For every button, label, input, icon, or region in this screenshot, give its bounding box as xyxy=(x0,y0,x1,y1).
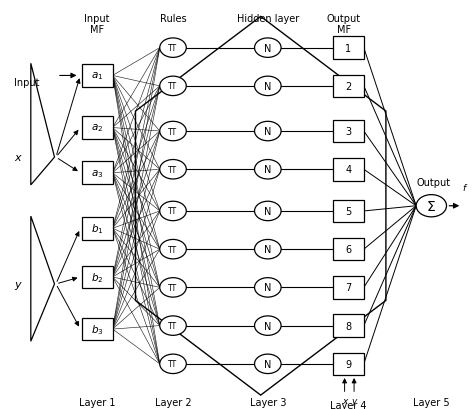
Text: y: y xyxy=(351,396,357,405)
Text: Layer 3: Layer 3 xyxy=(249,397,286,407)
Text: TT: TT xyxy=(168,360,178,369)
Text: Input: Input xyxy=(14,78,40,88)
FancyBboxPatch shape xyxy=(82,266,112,289)
Text: Layer 1: Layer 1 xyxy=(79,397,116,407)
Text: Input
MF: Input MF xyxy=(84,14,110,36)
Text: N: N xyxy=(264,165,272,175)
Text: Layer 4: Layer 4 xyxy=(330,400,367,409)
Text: 7: 7 xyxy=(345,283,352,293)
FancyBboxPatch shape xyxy=(333,276,364,299)
Text: 5: 5 xyxy=(345,207,352,216)
Text: x: x xyxy=(342,396,347,405)
Text: Layer 2: Layer 2 xyxy=(155,397,191,407)
Text: y: y xyxy=(14,279,21,289)
Text: x: x xyxy=(14,153,21,163)
Text: $a_2$: $a_2$ xyxy=(91,122,103,134)
Text: N: N xyxy=(264,245,272,254)
Text: 3: 3 xyxy=(346,127,351,137)
FancyBboxPatch shape xyxy=(82,117,112,139)
Text: TT: TT xyxy=(168,165,178,174)
Text: N: N xyxy=(264,127,272,137)
Circle shape xyxy=(160,39,186,58)
Circle shape xyxy=(160,278,186,297)
FancyBboxPatch shape xyxy=(333,37,364,60)
Text: N: N xyxy=(264,283,272,293)
FancyBboxPatch shape xyxy=(333,353,364,375)
Text: $a_1$: $a_1$ xyxy=(91,70,103,82)
Text: $f$: $f$ xyxy=(462,182,468,192)
Text: $b_2$: $b_2$ xyxy=(91,270,103,284)
Text: $b_3$: $b_3$ xyxy=(91,322,103,336)
Text: TT: TT xyxy=(168,207,178,216)
FancyBboxPatch shape xyxy=(333,238,364,261)
Text: 8: 8 xyxy=(346,321,351,331)
FancyBboxPatch shape xyxy=(333,75,364,98)
Circle shape xyxy=(160,240,186,259)
Text: N: N xyxy=(264,359,272,369)
FancyBboxPatch shape xyxy=(82,218,112,240)
Circle shape xyxy=(255,354,281,374)
Text: 2: 2 xyxy=(345,82,352,92)
Circle shape xyxy=(255,77,281,97)
Circle shape xyxy=(255,278,281,297)
FancyBboxPatch shape xyxy=(82,65,112,88)
Text: 6: 6 xyxy=(346,245,351,254)
Circle shape xyxy=(255,202,281,221)
Circle shape xyxy=(160,122,186,142)
Text: $\Sigma$: $\Sigma$ xyxy=(427,199,436,213)
FancyBboxPatch shape xyxy=(82,318,112,341)
FancyBboxPatch shape xyxy=(82,162,112,184)
Text: 9: 9 xyxy=(346,359,351,369)
Text: Output: Output xyxy=(417,177,451,187)
Circle shape xyxy=(255,316,281,335)
Text: TT: TT xyxy=(168,82,178,91)
Circle shape xyxy=(416,195,447,217)
Text: N: N xyxy=(264,321,272,331)
Text: Rules: Rules xyxy=(160,14,186,24)
FancyBboxPatch shape xyxy=(333,159,364,181)
Text: Layer 5: Layer 5 xyxy=(413,397,450,407)
Text: 1: 1 xyxy=(346,43,351,54)
FancyBboxPatch shape xyxy=(333,200,364,222)
Circle shape xyxy=(255,240,281,259)
Text: Hidden layer: Hidden layer xyxy=(237,14,299,24)
Circle shape xyxy=(160,354,186,374)
Circle shape xyxy=(160,202,186,221)
Circle shape xyxy=(255,39,281,58)
Text: TT: TT xyxy=(168,44,178,53)
Text: $a_3$: $a_3$ xyxy=(91,167,103,179)
Circle shape xyxy=(160,160,186,180)
Text: TT: TT xyxy=(168,321,178,330)
Text: TT: TT xyxy=(168,245,178,254)
Circle shape xyxy=(160,316,186,335)
Circle shape xyxy=(255,160,281,180)
Text: TT: TT xyxy=(168,127,178,136)
Text: N: N xyxy=(264,43,272,54)
FancyBboxPatch shape xyxy=(333,315,364,337)
Text: 4: 4 xyxy=(346,165,351,175)
Text: N: N xyxy=(264,82,272,92)
Text: $b_1$: $b_1$ xyxy=(91,222,103,236)
Text: Output
MF: Output MF xyxy=(327,14,361,36)
Circle shape xyxy=(160,77,186,97)
FancyBboxPatch shape xyxy=(333,120,364,143)
Text: TT: TT xyxy=(168,283,178,292)
Text: N: N xyxy=(264,207,272,216)
Circle shape xyxy=(255,122,281,142)
